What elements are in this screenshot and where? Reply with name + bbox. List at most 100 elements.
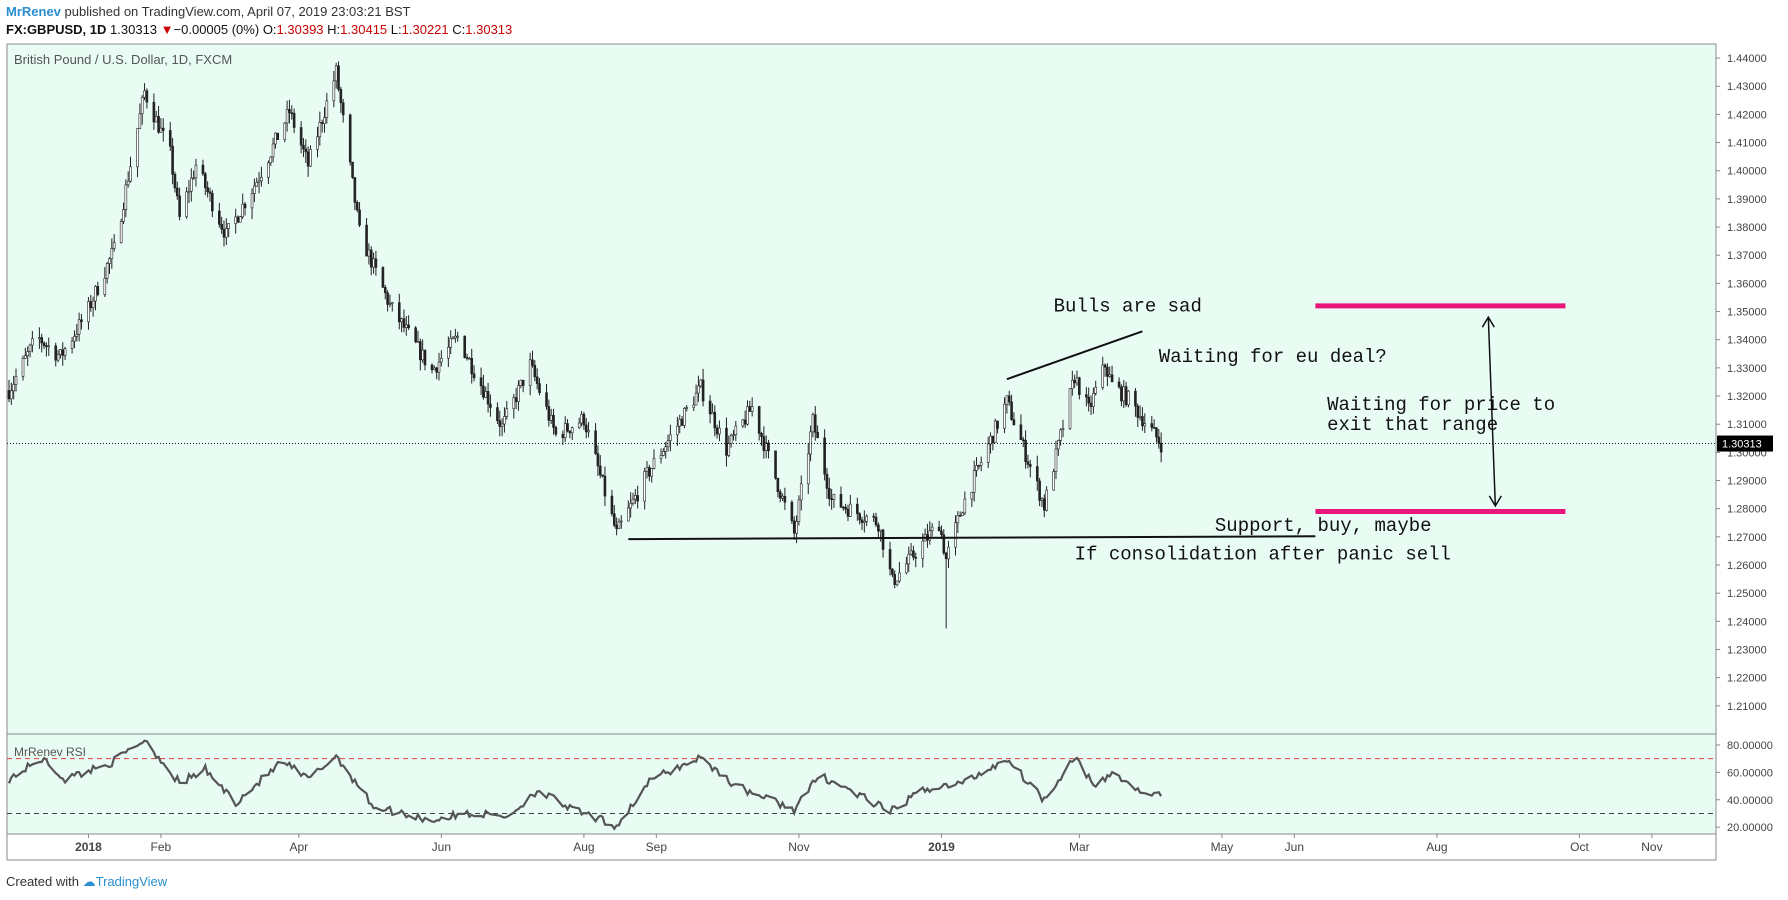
candle-body bbox=[1108, 374, 1112, 377]
candle-body bbox=[601, 474, 604, 477]
candle-body bbox=[797, 499, 801, 522]
candle-body bbox=[956, 515, 960, 524]
candle-body bbox=[288, 109, 291, 113]
candle-body bbox=[891, 568, 894, 575]
candle-body bbox=[400, 318, 403, 323]
candle-body bbox=[388, 303, 392, 306]
price-tick-label: 1.34000 bbox=[1727, 335, 1767, 347]
candle-body bbox=[1073, 379, 1076, 384]
candle-body bbox=[1110, 374, 1114, 383]
candle-body bbox=[423, 349, 427, 366]
candle-body bbox=[732, 434, 735, 437]
candle-body bbox=[1136, 405, 1140, 418]
price-tick-label: 1.31000 bbox=[1727, 419, 1767, 431]
candle-body bbox=[699, 379, 703, 387]
candle-body bbox=[1089, 402, 1093, 407]
candle-body bbox=[874, 516, 878, 526]
candle-body bbox=[549, 414, 553, 421]
candle-body bbox=[517, 385, 520, 403]
candle-body bbox=[206, 187, 209, 193]
candle-body bbox=[708, 400, 712, 415]
rsi-tick-label: 40.00000 bbox=[1727, 795, 1773, 807]
candle-body bbox=[73, 336, 76, 342]
candle-body bbox=[355, 202, 359, 211]
candle-body bbox=[809, 431, 812, 455]
candle-body bbox=[10, 390, 13, 400]
candle-body bbox=[830, 498, 833, 500]
trendline-support bbox=[628, 535, 1316, 541]
price-tick-label: 1.36000 bbox=[1727, 278, 1767, 290]
candle-body bbox=[404, 324, 408, 328]
candle-body bbox=[257, 180, 261, 183]
candle-body bbox=[353, 177, 357, 203]
time-tick-label: Apr bbox=[289, 840, 308, 854]
candle-body bbox=[512, 397, 516, 410]
candle-body bbox=[274, 132, 277, 145]
tradingview-logo-icon[interactable]: ☁ bbox=[82, 874, 96, 889]
candle-body bbox=[208, 191, 212, 194]
candle-body bbox=[255, 182, 259, 187]
candle-body bbox=[790, 501, 794, 522]
candle-body bbox=[122, 209, 125, 222]
candle-body bbox=[12, 384, 15, 392]
arrow-head-down-icon bbox=[1488, 495, 1502, 508]
candle-body bbox=[975, 465, 978, 471]
candle-body bbox=[596, 453, 600, 467]
candle-body bbox=[472, 373, 476, 379]
high-label: H: bbox=[327, 22, 341, 37]
candle-body bbox=[519, 379, 523, 386]
close-label: C: bbox=[452, 22, 466, 37]
candle-body bbox=[306, 151, 310, 167]
candle-body bbox=[680, 418, 684, 426]
candle-body bbox=[547, 406, 551, 421]
rsi-layer bbox=[7, 739, 1716, 831]
candle-body bbox=[905, 563, 908, 574]
candle-body bbox=[454, 335, 457, 339]
candle-body bbox=[304, 148, 308, 153]
candle-body bbox=[893, 574, 897, 585]
tradingview-link[interactable]: TradingView bbox=[95, 874, 168, 889]
candle-body bbox=[1003, 403, 1006, 429]
candle-body bbox=[781, 495, 784, 499]
author-link[interactable]: MrRenev bbox=[6, 4, 61, 19]
candle-body bbox=[888, 549, 892, 570]
candle-body bbox=[636, 495, 639, 502]
created-with-label: Created with bbox=[6, 874, 79, 889]
candle-body bbox=[627, 507, 630, 522]
candle-body bbox=[648, 467, 651, 477]
candle-body bbox=[645, 467, 649, 472]
candle-body bbox=[783, 495, 787, 503]
candle-body bbox=[1075, 377, 1079, 384]
candle-body bbox=[42, 342, 46, 346]
candle-body bbox=[269, 156, 273, 164]
candle-body bbox=[341, 102, 345, 116]
candle-body bbox=[757, 406, 761, 434]
candle-body bbox=[334, 65, 338, 82]
candle-body bbox=[430, 364, 434, 370]
candle-body bbox=[961, 512, 964, 516]
candle-body bbox=[309, 149, 312, 167]
candle-body bbox=[563, 423, 567, 438]
candle-body bbox=[692, 404, 696, 408]
candle-body bbox=[538, 383, 541, 393]
candle-series bbox=[7, 61, 1163, 629]
candle-body bbox=[24, 355, 27, 359]
candle-body bbox=[468, 357, 471, 360]
candle-body bbox=[75, 333, 79, 337]
candle-body bbox=[276, 132, 280, 140]
candle-body bbox=[912, 550, 915, 558]
candle-body bbox=[241, 203, 245, 218]
candle-body bbox=[498, 420, 502, 427]
candle-body bbox=[598, 465, 602, 476]
candle-body bbox=[972, 470, 976, 493]
candle-body bbox=[1035, 466, 1039, 482]
candle-body bbox=[225, 228, 228, 238]
candle-body bbox=[813, 414, 817, 433]
range-arrow bbox=[1487, 317, 1497, 506]
candle-body bbox=[1057, 440, 1060, 450]
candle-body bbox=[825, 473, 829, 489]
candle-body bbox=[103, 278, 107, 295]
candle-body bbox=[1071, 379, 1074, 389]
candle-body bbox=[858, 513, 861, 521]
